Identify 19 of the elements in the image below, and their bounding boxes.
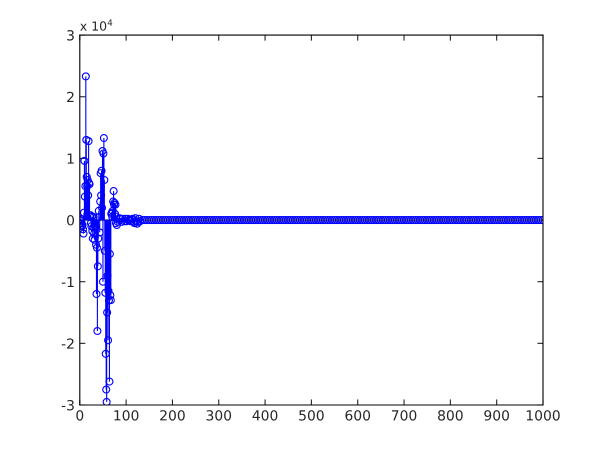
x-tick-label: 200 (160, 410, 185, 421)
x-tick-label: 600 (345, 410, 370, 421)
x-tick-label: 100 (114, 410, 138, 421)
y-tick-label: 3 (67, 30, 74, 41)
x-tick-label: 0 (76, 410, 84, 421)
y-tick-label: -1 (62, 276, 74, 287)
x-tick-label: 1000 (526, 410, 560, 421)
x-tick-label: 400 (252, 410, 278, 421)
text: x 10$^{4}$ (80, 19, 112, 31)
x-tick-label: 500 (299, 410, 324, 421)
x-tick-label: 900 (484, 410, 510, 421)
y-tick-label: 1 (68, 154, 74, 164)
y-tick-label: -2 (62, 338, 74, 349)
y-tick-label: 0 (67, 215, 74, 226)
x-tick-label: 700 (392, 410, 416, 421)
x-tick-label: 800 (438, 410, 463, 421)
y-tick-label: 2 (67, 92, 74, 102)
y-tick-label: -3 (62, 400, 74, 410)
x-tick-label: 300 (206, 410, 232, 421)
